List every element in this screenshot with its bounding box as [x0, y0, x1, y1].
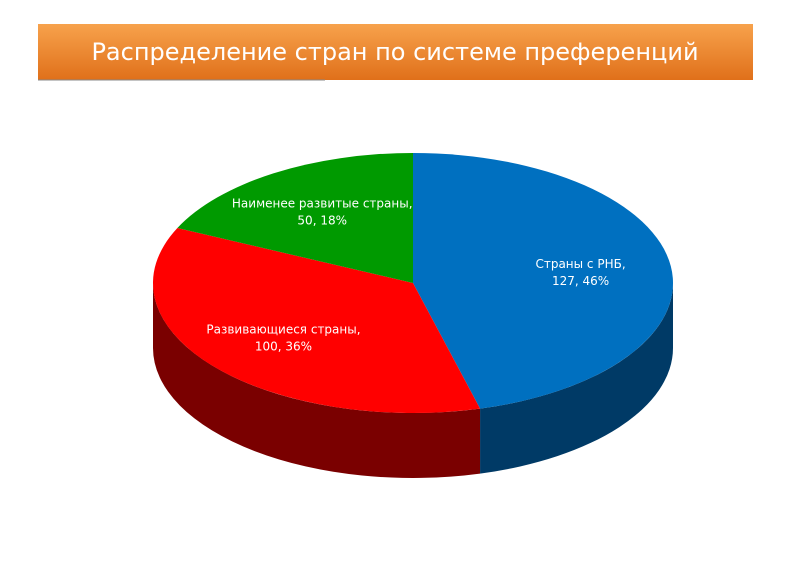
pie-slice — [413, 153, 674, 409]
value-label: 127 — [552, 274, 575, 288]
category-label: Страны с РНБ — [535, 257, 621, 271]
pie-side — [153, 283, 481, 478]
data-label: Страны с РНБ, — [535, 257, 625, 271]
data-label: 50, 18% — [297, 213, 347, 227]
pie-side — [480, 283, 673, 474]
percent-label: 18% — [320, 213, 347, 227]
label-separator: , — [622, 257, 626, 271]
data-label: 100, 36% — [255, 339, 312, 353]
percent-label: 36% — [285, 339, 312, 353]
category-label: Наименее развитые страны — [232, 196, 409, 210]
pie-tops — [152, 153, 674, 413]
pie-sides — [153, 283, 673, 478]
data-label: Наименее развитые страны, — [232, 196, 413, 210]
pie-labels: Страны с РНБ, 127, 46% Развивающиеся стра… — [206, 196, 625, 353]
title-bar — [38, 24, 753, 80]
pie-slice — [152, 228, 481, 413]
label-separator: , — [313, 213, 321, 227]
chart-title: Распределение стран по системе преференц… — [91, 38, 698, 66]
label-separator: , — [357, 322, 361, 336]
value-label: 100 — [255, 339, 278, 353]
pie-slice — [177, 153, 413, 283]
label-separator: , — [409, 196, 413, 210]
pie: Страны с РНБ, 127, 46% Развивающиеся стра… — [152, 153, 674, 478]
percent-label: 46% — [583, 274, 610, 288]
label-separator: , — [278, 339, 286, 353]
label-separator: , — [575, 274, 583, 288]
data-label: Развивающиеся страны, — [206, 322, 360, 336]
category-label: Развивающиеся страны — [206, 322, 356, 336]
value-label: 50 — [297, 213, 312, 227]
data-label: 127, 46% — [552, 274, 609, 288]
